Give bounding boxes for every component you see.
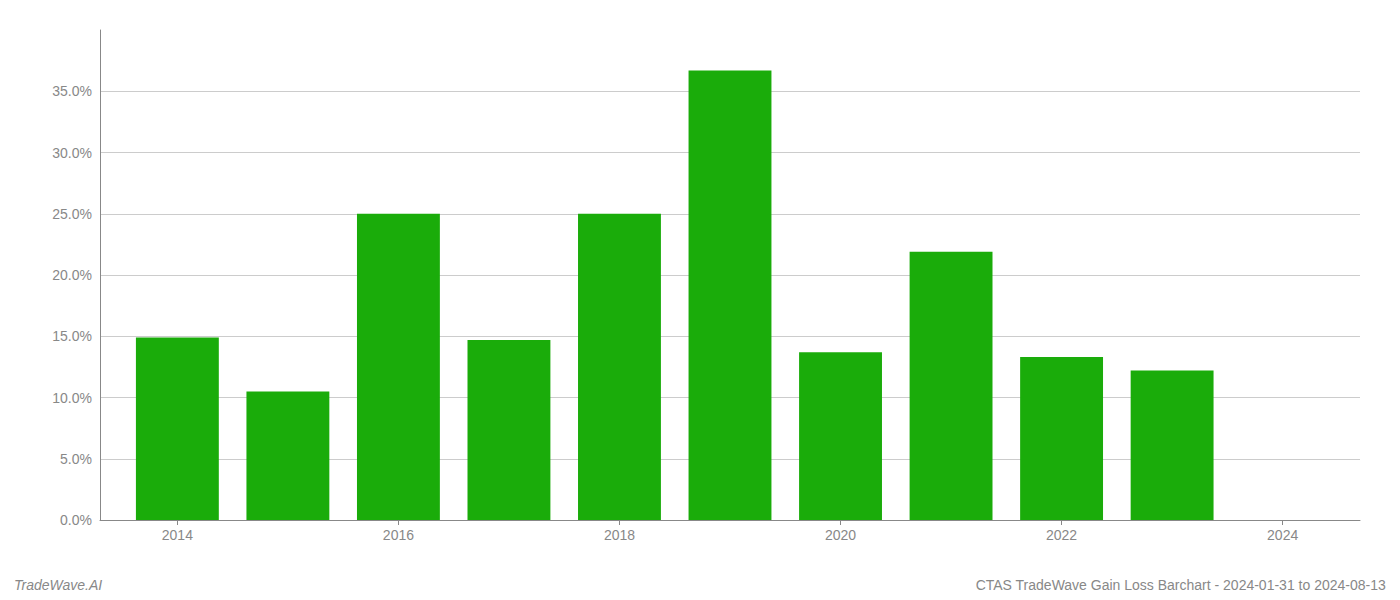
svg-text:35.0%: 35.0% — [52, 83, 92, 99]
svg-text:2016: 2016 — [383, 527, 414, 543]
svg-text:2022: 2022 — [1046, 527, 1077, 543]
svg-text:2018: 2018 — [604, 527, 635, 543]
svg-text:2020: 2020 — [825, 527, 856, 543]
svg-text:20.0%: 20.0% — [52, 267, 92, 283]
svg-text:0.0%: 0.0% — [60, 512, 92, 528]
svg-text:TradeWave.AI: TradeWave.AI — [14, 577, 102, 593]
svg-text:CTAS TradeWave Gain Loss Barch: CTAS TradeWave Gain Loss Barchart - 2024… — [976, 577, 1386, 593]
svg-text:2014: 2014 — [162, 527, 193, 543]
svg-text:30.0%: 30.0% — [52, 145, 92, 161]
svg-text:15.0%: 15.0% — [52, 328, 92, 344]
svg-text:2024: 2024 — [1267, 527, 1298, 543]
svg-text:10.0%: 10.0% — [52, 390, 92, 406]
svg-text:5.0%: 5.0% — [60, 451, 92, 467]
svg-text:25.0%: 25.0% — [52, 206, 92, 222]
